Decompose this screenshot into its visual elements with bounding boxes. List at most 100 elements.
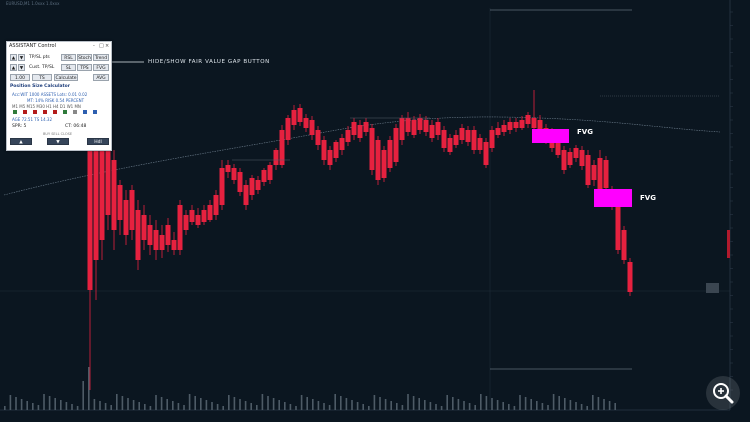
candle-body bbox=[603, 160, 609, 188]
volume-bar bbox=[71, 404, 73, 410]
volume-bar bbox=[401, 405, 404, 410]
stoch-button[interactable]: Stoch bbox=[77, 54, 92, 61]
volume-bar bbox=[508, 404, 510, 410]
candle-body bbox=[387, 140, 393, 168]
down-arrow-button-2[interactable]: ▼ bbox=[18, 64, 25, 71]
up-triangle-icon: ▲ bbox=[11, 56, 16, 61]
sell-button[interactable]: ▼ bbox=[47, 138, 69, 145]
fvg-toggle-button[interactable]: FVG bbox=[93, 64, 109, 71]
maximize-icon[interactable]: □ bbox=[99, 43, 104, 49]
volume-bar bbox=[356, 402, 359, 410]
volume-bar bbox=[76, 406, 79, 410]
lot-size-input[interactable]: 1.00 bbox=[10, 74, 30, 81]
symbol-readout: EURUSD,M1 1.0xxx 1.0xxx bbox=[6, 1, 60, 6]
candle-body bbox=[561, 150, 567, 170]
down-arrow-button[interactable]: ▼ bbox=[18, 54, 25, 61]
volume-bar bbox=[547, 405, 549, 410]
avg-button[interactable]: AVG bbox=[93, 74, 109, 81]
volume-bar bbox=[407, 394, 409, 410]
candle-body bbox=[567, 152, 573, 165]
volume-bar bbox=[502, 402, 504, 410]
candle-body bbox=[537, 120, 543, 135]
candle-body bbox=[159, 235, 165, 250]
volume-bar bbox=[144, 404, 146, 410]
candle-body bbox=[459, 128, 465, 140]
volume-bar bbox=[328, 405, 331, 410]
candle-body bbox=[117, 185, 123, 220]
position-size-title: Position Size Calculator bbox=[10, 84, 70, 89]
volume-bar bbox=[132, 400, 135, 410]
volume-bar bbox=[188, 394, 191, 410]
assistant-control-panel[interactable]: ASSISTANT Control - □ × ▲ ▼ TP/SL pts RS… bbox=[6, 41, 112, 151]
zoom-button[interactable] bbox=[706, 376, 740, 410]
candle-body bbox=[525, 115, 531, 124]
volume-bar bbox=[362, 404, 364, 410]
sl-button[interactable]: SL bbox=[61, 64, 76, 71]
rsl-button[interactable]: RSL bbox=[61, 54, 76, 61]
volume-bar bbox=[4, 406, 6, 410]
candle-body bbox=[261, 170, 267, 182]
down-triangle-icon: ▼ bbox=[19, 66, 24, 71]
candle-body bbox=[135, 210, 141, 260]
candle-body bbox=[615, 200, 621, 250]
fvg-box-lower bbox=[594, 189, 632, 207]
volume-bar bbox=[177, 403, 180, 410]
volume-bar bbox=[379, 397, 381, 410]
volume-bar bbox=[261, 394, 264, 410]
volume-bar bbox=[373, 395, 376, 410]
volume-bar bbox=[267, 396, 269, 410]
candle-body bbox=[585, 155, 591, 185]
volume-bar bbox=[558, 396, 560, 410]
volume-bar bbox=[54, 398, 56, 410]
volume-bar bbox=[564, 398, 566, 410]
volume-bar bbox=[110, 405, 112, 410]
up-arrow-button[interactable]: ▲ bbox=[10, 54, 17, 61]
minimize-icon[interactable]: - bbox=[93, 43, 95, 49]
volume-bar bbox=[211, 402, 213, 410]
volume-bar bbox=[345, 398, 348, 410]
volume-bar bbox=[384, 399, 387, 410]
candle-body bbox=[519, 120, 525, 128]
candle-body bbox=[501, 125, 507, 132]
candle-body bbox=[399, 118, 405, 140]
volume-bar bbox=[524, 397, 527, 410]
tf-indicator bbox=[63, 110, 67, 114]
candle-body bbox=[213, 195, 219, 215]
candle-body bbox=[441, 130, 447, 148]
candle-body bbox=[333, 142, 339, 158]
volume-bar bbox=[608, 401, 611, 410]
volume-bar bbox=[323, 403, 325, 410]
volume-bar bbox=[65, 402, 68, 410]
candle-body bbox=[273, 150, 279, 165]
volume-bar bbox=[116, 394, 118, 410]
candle-body bbox=[375, 140, 381, 180]
volume-bar bbox=[239, 399, 241, 410]
candle-body bbox=[165, 225, 171, 245]
candle-body bbox=[183, 215, 189, 230]
ts-button[interactable]: TS bbox=[32, 74, 52, 81]
volume-bar bbox=[463, 401, 465, 410]
candle-body bbox=[495, 128, 501, 135]
tp-sl-field[interactable]: TP/SL pts bbox=[29, 55, 50, 60]
account-info: Acc:WIT 1000 ASSETS Lots: 0.01 0.02 bbox=[12, 92, 88, 97]
candle-body bbox=[189, 210, 195, 222]
up-arrow-button-2[interactable]: ▲ bbox=[10, 64, 17, 71]
trend-button[interactable]: Trend bbox=[93, 54, 109, 61]
custom-tp-sl-field[interactable]: Cust. TP/SL bbox=[29, 65, 55, 70]
calculate-button[interactable]: Calculate bbox=[54, 74, 78, 81]
fvg-button-callout: HIDE/SHOW FAIR VALUE GAP BUTTON bbox=[148, 59, 270, 65]
volume-bar bbox=[569, 400, 572, 410]
volume-bar bbox=[233, 397, 236, 410]
volume-bar bbox=[127, 398, 129, 410]
volume-bar bbox=[205, 400, 208, 410]
moving-average-path bbox=[3, 116, 721, 196]
hide-button[interactable]: Hdl bbox=[87, 138, 109, 145]
volume-bar bbox=[440, 406, 443, 410]
candle-body bbox=[513, 122, 519, 128]
tps-button[interactable]: TPS bbox=[77, 64, 92, 71]
candle-body bbox=[321, 140, 327, 160]
buy-button[interactable]: ▲ bbox=[10, 138, 32, 145]
candle-body bbox=[405, 118, 411, 132]
close-icon[interactable]: × bbox=[105, 43, 110, 49]
